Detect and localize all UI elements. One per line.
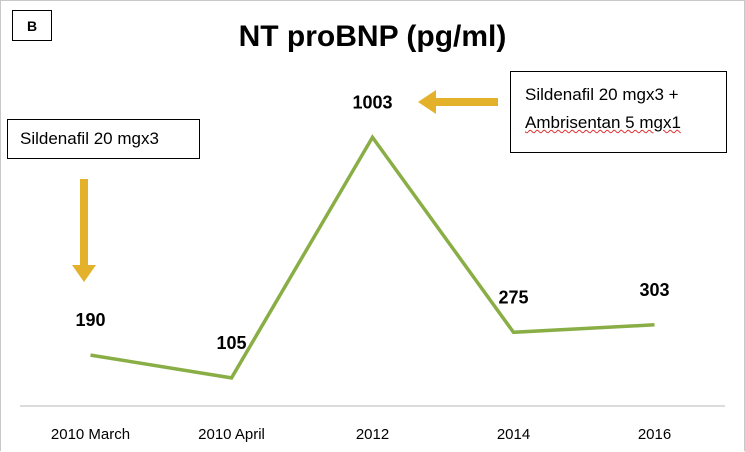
x-tick-label: 2012 (356, 426, 389, 443)
x-tick-label: 2016 (638, 426, 671, 443)
annotation-sildenafil: Sildenafil 20 mgx3 (7, 119, 200, 159)
left-arrow-icon (418, 90, 498, 114)
annotation-combination-line2: Ambrisentan 5 mgx1 (525, 113, 681, 132)
annotation-arrows (72, 90, 498, 282)
data-labels: 190 105 1003 275 303 (75, 92, 669, 353)
series-line (90, 134, 655, 380)
x-tick-label: 2014 (497, 426, 530, 443)
data-label: 105 (216, 333, 246, 353)
panel-label: B (12, 10, 52, 41)
data-label: 303 (639, 280, 669, 300)
x-tick-label: 2010 March (51, 426, 130, 443)
annotation-combination: Sildenafil 20 mgx3 + Ambrisentan 5 mgx1 (510, 71, 727, 153)
data-label: 275 (498, 287, 528, 307)
down-arrow-icon (72, 179, 96, 282)
annotation-combination-line1: Sildenafil 20 mgx3 + (525, 85, 679, 104)
data-label: 1003 (352, 92, 392, 112)
x-tick-label: 2010 April (198, 426, 265, 443)
chart-title: NT proBNP (pg/ml) (238, 20, 507, 53)
annotation-sildenafil-text: Sildenafil 20 mgx3 (20, 129, 159, 148)
data-label: 190 (75, 310, 105, 330)
x-tick-labels: 2010 March 2010 April 2012 2014 2016 (51, 426, 671, 443)
